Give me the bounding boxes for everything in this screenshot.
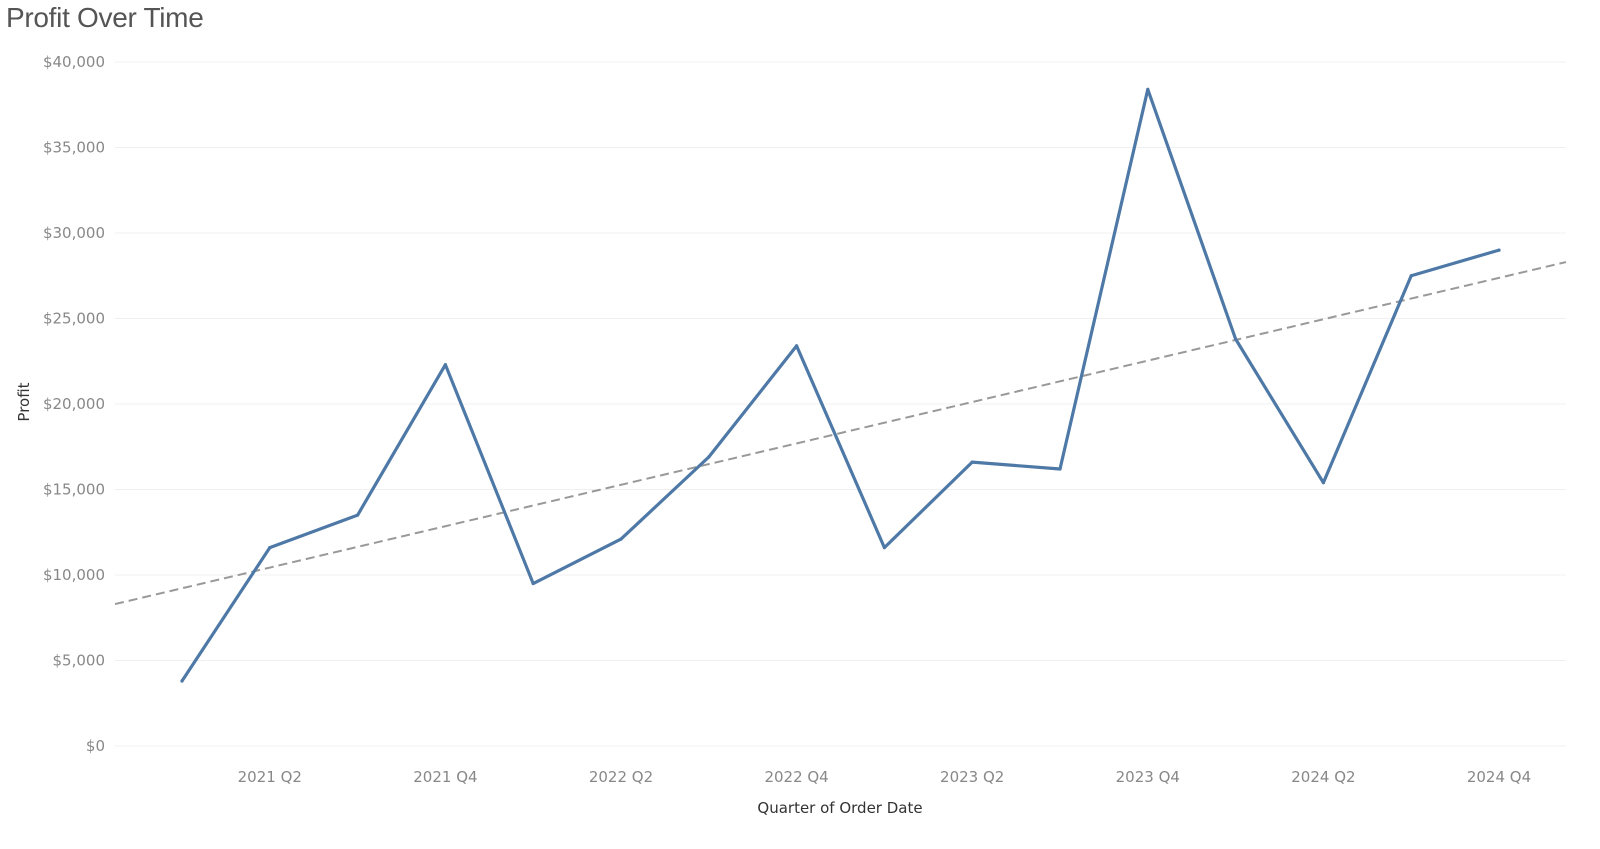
y-tick-label: $25,000 — [43, 310, 105, 328]
y-tick-label: $40,000 — [43, 53, 105, 71]
y-tick-label: $20,000 — [43, 395, 105, 413]
y-tick-label: $30,000 — [43, 224, 105, 242]
data-point[interactable] — [1409, 274, 1413, 278]
data-point[interactable] — [531, 581, 535, 586]
data-point[interactable] — [1058, 467, 1062, 471]
x-tick-label: 2021 Q2 — [238, 768, 302, 786]
data-point[interactable] — [1497, 248, 1501, 252]
series-line — [180, 87, 1501, 683]
x-tick-label: 2022 Q2 — [589, 768, 653, 786]
data-point[interactable] — [356, 513, 360, 517]
data-point[interactable] — [1234, 337, 1238, 341]
chart-title: Profit Over Time — [6, 2, 204, 33]
x-tick-label: 2022 Q4 — [764, 768, 828, 786]
data-point[interactable] — [970, 460, 974, 464]
y-axis-title: Profit — [15, 382, 33, 421]
data-point[interactable] — [1146, 87, 1150, 91]
data-point[interactable] — [443, 363, 447, 367]
y-axis-ticks: $0 $5,000 $10,000 $15,000 $20,000 $25,000 $30,… — [43, 53, 105, 755]
gridlines — [115, 61, 1566, 747]
trend-line-layer — [114, 261, 1567, 606]
data-point[interactable] — [268, 546, 272, 550]
series-layer — [180, 87, 1501, 683]
trend-line — [114, 261, 1567, 606]
data-point[interactable] — [795, 344, 799, 348]
data-point[interactable] — [619, 537, 623, 541]
data-point[interactable] — [1321, 481, 1325, 485]
x-axis-title: Quarter of Order Date — [757, 799, 922, 817]
x-tick-label: 2024 Q2 — [1291, 768, 1355, 786]
y-tick-label: $0 — [86, 737, 105, 755]
x-tick-label: 2024 Q4 — [1467, 768, 1531, 786]
data-point[interactable] — [707, 455, 711, 459]
y-tick-label: $35,000 — [43, 139, 105, 157]
y-tick-label: $15,000 — [43, 481, 105, 499]
data-point[interactable] — [180, 679, 184, 683]
x-tick-label: 2021 Q4 — [413, 768, 477, 786]
data-point[interactable] — [882, 546, 887, 550]
y-tick-label: $10,000 — [43, 566, 105, 584]
x-tick-label: 2023 Q2 — [940, 768, 1004, 786]
x-axis-ticks: 2021 Q2 2021 Q4 2022 Q2 2022 Q4 2023 Q2 2023 … — [238, 768, 1531, 786]
y-tick-label: $5,000 — [53, 652, 106, 670]
x-tick-label: 2023 Q4 — [1116, 768, 1180, 786]
